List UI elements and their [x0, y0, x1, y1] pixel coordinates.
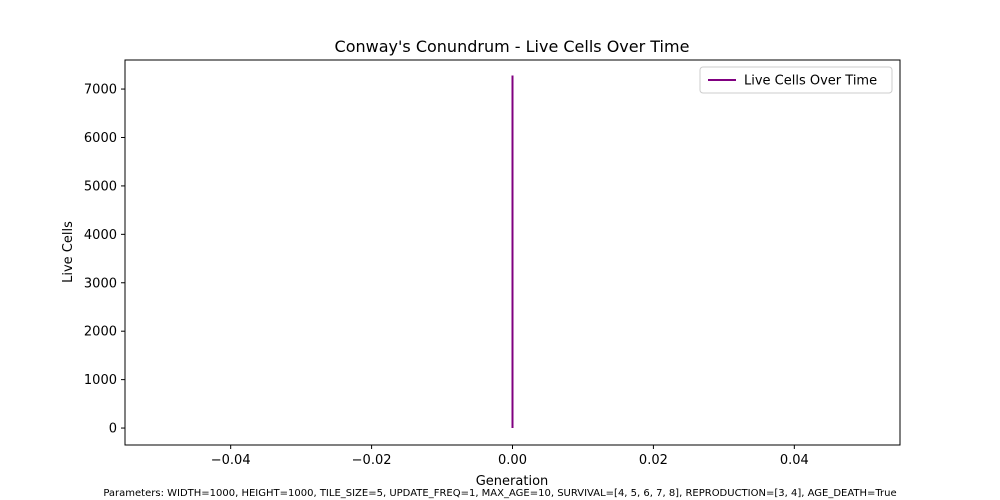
plot-area: −0.04 −0.02 0.00 0.02 0.04 0 1000 2000 3000 4000 5… — [84, 59, 901, 468]
y-tick-label: 1000 — [84, 373, 117, 388]
y-tick-label: 7000 — [84, 83, 117, 98]
y-axis-label: Live Cells — [61, 221, 76, 283]
y-tick-label: 2000 — [84, 325, 117, 340]
y-tick-label: 4000 — [84, 228, 117, 243]
legend-label: Live Cells Over Time — [744, 74, 877, 89]
x-tick-label: −0.02 — [352, 453, 392, 468]
legend-box — [699, 66, 893, 94]
x-tick-label: 0.02 — [639, 453, 668, 468]
y-tick-label: 0 — [109, 422, 117, 437]
y-tick-label: 5000 — [84, 179, 117, 194]
chart-title: Conway's Conundrum - Live Cells Over Tim… — [335, 37, 690, 56]
x-tick-label: −0.04 — [211, 453, 251, 468]
x-tick-label: 0.00 — [498, 453, 527, 468]
x-tick-label: 0.04 — [780, 453, 809, 468]
parameters-footer: Parameters: WIDTH=1000, HEIGHT=1000, TIL… — [103, 488, 896, 499]
x-axis-label: Generation — [476, 474, 549, 489]
y-tick-label: 6000 — [84, 131, 117, 146]
y-tick-label: 3000 — [84, 276, 117, 291]
